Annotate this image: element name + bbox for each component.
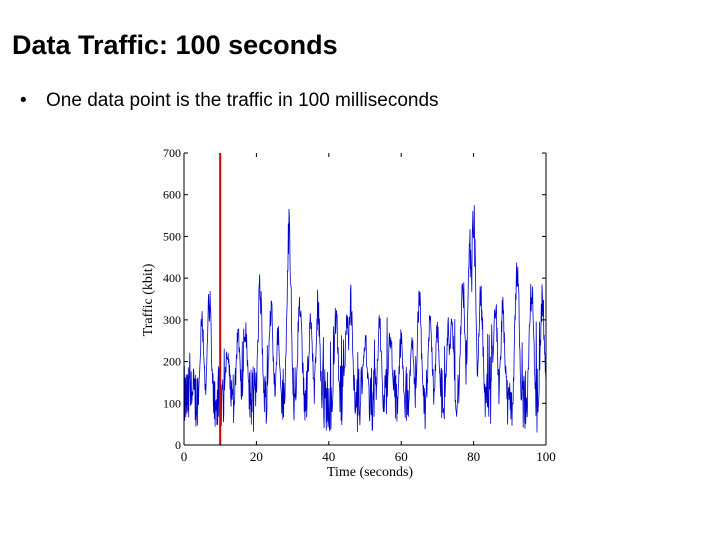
- y-tick-label: 500: [163, 229, 181, 243]
- series-layer: [183, 205, 547, 433]
- traffic-series-line: [183, 205, 547, 433]
- slide-title: Data Traffic: 100 seconds: [12, 30, 338, 60]
- x-axis-label: Time (seconds): [327, 465, 414, 480]
- x-tick-label: 100: [536, 449, 556, 464]
- x-tick-label: 60: [395, 449, 408, 464]
- bullet-text: One data point is the traffic in 100 mil…: [46, 90, 439, 111]
- y-tick-label: 700: [163, 146, 181, 160]
- x-tick-label: 0: [181, 449, 188, 464]
- y-axis-label: Traffic (kbit): [141, 263, 156, 336]
- y-tick-label: 300: [163, 313, 181, 327]
- y-tick-label: 100: [163, 396, 181, 410]
- x-tick-label: 40: [322, 449, 335, 464]
- bullet-dot: •: [20, 90, 27, 111]
- y-tick-label: 0: [175, 438, 181, 452]
- y-tick-label: 600: [163, 188, 181, 202]
- x-tick-label: 80: [467, 449, 480, 464]
- x-tick-label: 20: [250, 449, 263, 464]
- y-tick-label: 200: [163, 355, 181, 369]
- bullet-item: • One data point is the traffic in 100 m…: [20, 90, 439, 112]
- y-tick-label: 400: [163, 271, 181, 285]
- axis-layer: 0 20 40 60 80 100 0 100 200 300 400 500 600 700: [163, 146, 556, 464]
